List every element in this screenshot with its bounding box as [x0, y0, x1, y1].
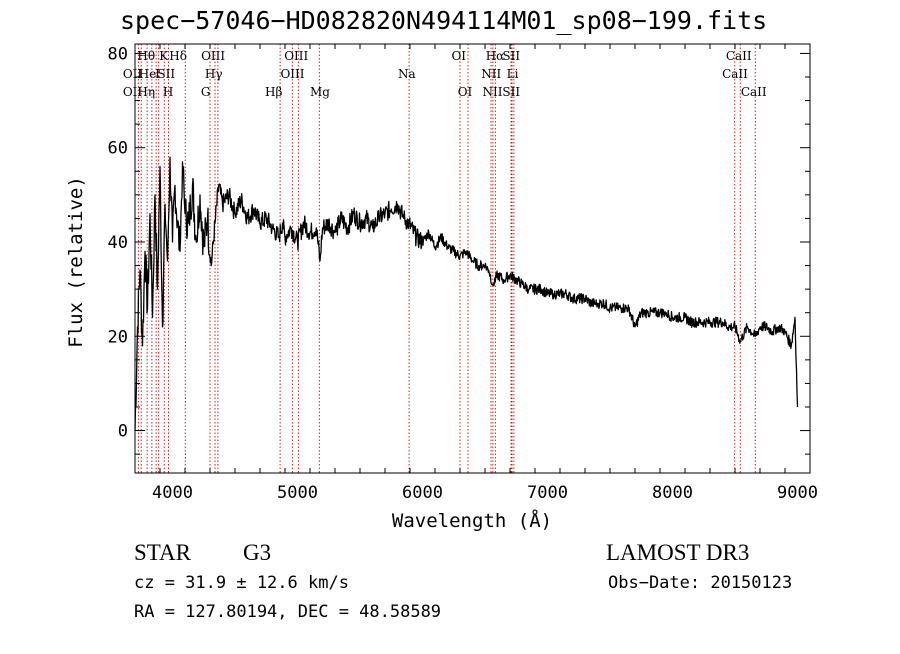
object-class: STAR	[134, 540, 191, 565]
line-label: NII	[481, 67, 501, 81]
line-label: G	[201, 85, 211, 99]
x-tick-label: 7000	[527, 483, 568, 503]
survey-name: LAMOST DR3	[606, 540, 750, 565]
line-label: OIII	[280, 67, 304, 81]
line-label: Na	[398, 67, 416, 81]
y-tick-label: 20	[108, 327, 128, 347]
y-axis-label: Flux (relative)	[65, 176, 87, 348]
line-label: OIII	[201, 49, 225, 63]
spectrum-line	[134, 156, 799, 431]
x-tick-label: 4000	[152, 483, 193, 503]
line-label: He	[139, 67, 157, 81]
line-label: Hδ	[169, 49, 187, 63]
x-axis-label: Wavelength (Å)	[391, 510, 553, 532]
line-label: SII	[157, 67, 175, 81]
y-tick-label: 60	[108, 139, 128, 159]
line-label: SII	[502, 49, 520, 63]
line-label: Li	[507, 67, 519, 81]
line-label: I	[155, 67, 160, 81]
line-label: CaII	[741, 85, 767, 99]
x-tick-label: 5000	[277, 483, 318, 503]
y-tick-label: 80	[108, 44, 128, 64]
line-label: OI	[451, 49, 466, 63]
x-tick-label: 9000	[777, 483, 818, 503]
coordinates: RA = 127.80194, DEC = 48.58589	[134, 602, 442, 622]
line-label: CaII	[722, 67, 748, 81]
line-label: OI	[458, 85, 473, 99]
plot-axes: 4000 5000 6000 7000 8000 9000 0 20 40 60 80	[108, 43, 818, 503]
line-label: Mg	[310, 85, 330, 99]
x-tick-label: 8000	[652, 483, 693, 503]
line-label: K	[159, 49, 169, 63]
line-label: Hβ	[265, 85, 282, 99]
chart-title: spec−57046−HD082820N494114M01_sp08−199.f…	[120, 6, 768, 35]
line-label: NII	[483, 85, 503, 99]
line-label: OII	[123, 85, 143, 99]
observation-date: Obs−Date: 20150123	[608, 573, 793, 593]
plot-frame	[134, 43, 811, 474]
line-label: Hγ	[205, 67, 223, 81]
line-label: Hθ	[137, 49, 155, 63]
object-subclass: G3	[243, 540, 272, 565]
line-label: OIII	[284, 49, 308, 63]
line-label: Hα	[486, 49, 505, 63]
line-label: CaII	[726, 49, 752, 63]
y-tick-label: 0	[118, 422, 128, 442]
line-label: H	[163, 85, 173, 99]
x-tick-label: 6000	[402, 483, 443, 503]
line-label: SII	[502, 85, 520, 99]
line-label: Hη	[137, 85, 155, 99]
redshift-velocity: cz = 31.9 ± 12.6 km/s	[134, 573, 349, 593]
emission-line-markers	[137, 44, 756, 473]
y-tick-label: 40	[108, 233, 128, 253]
